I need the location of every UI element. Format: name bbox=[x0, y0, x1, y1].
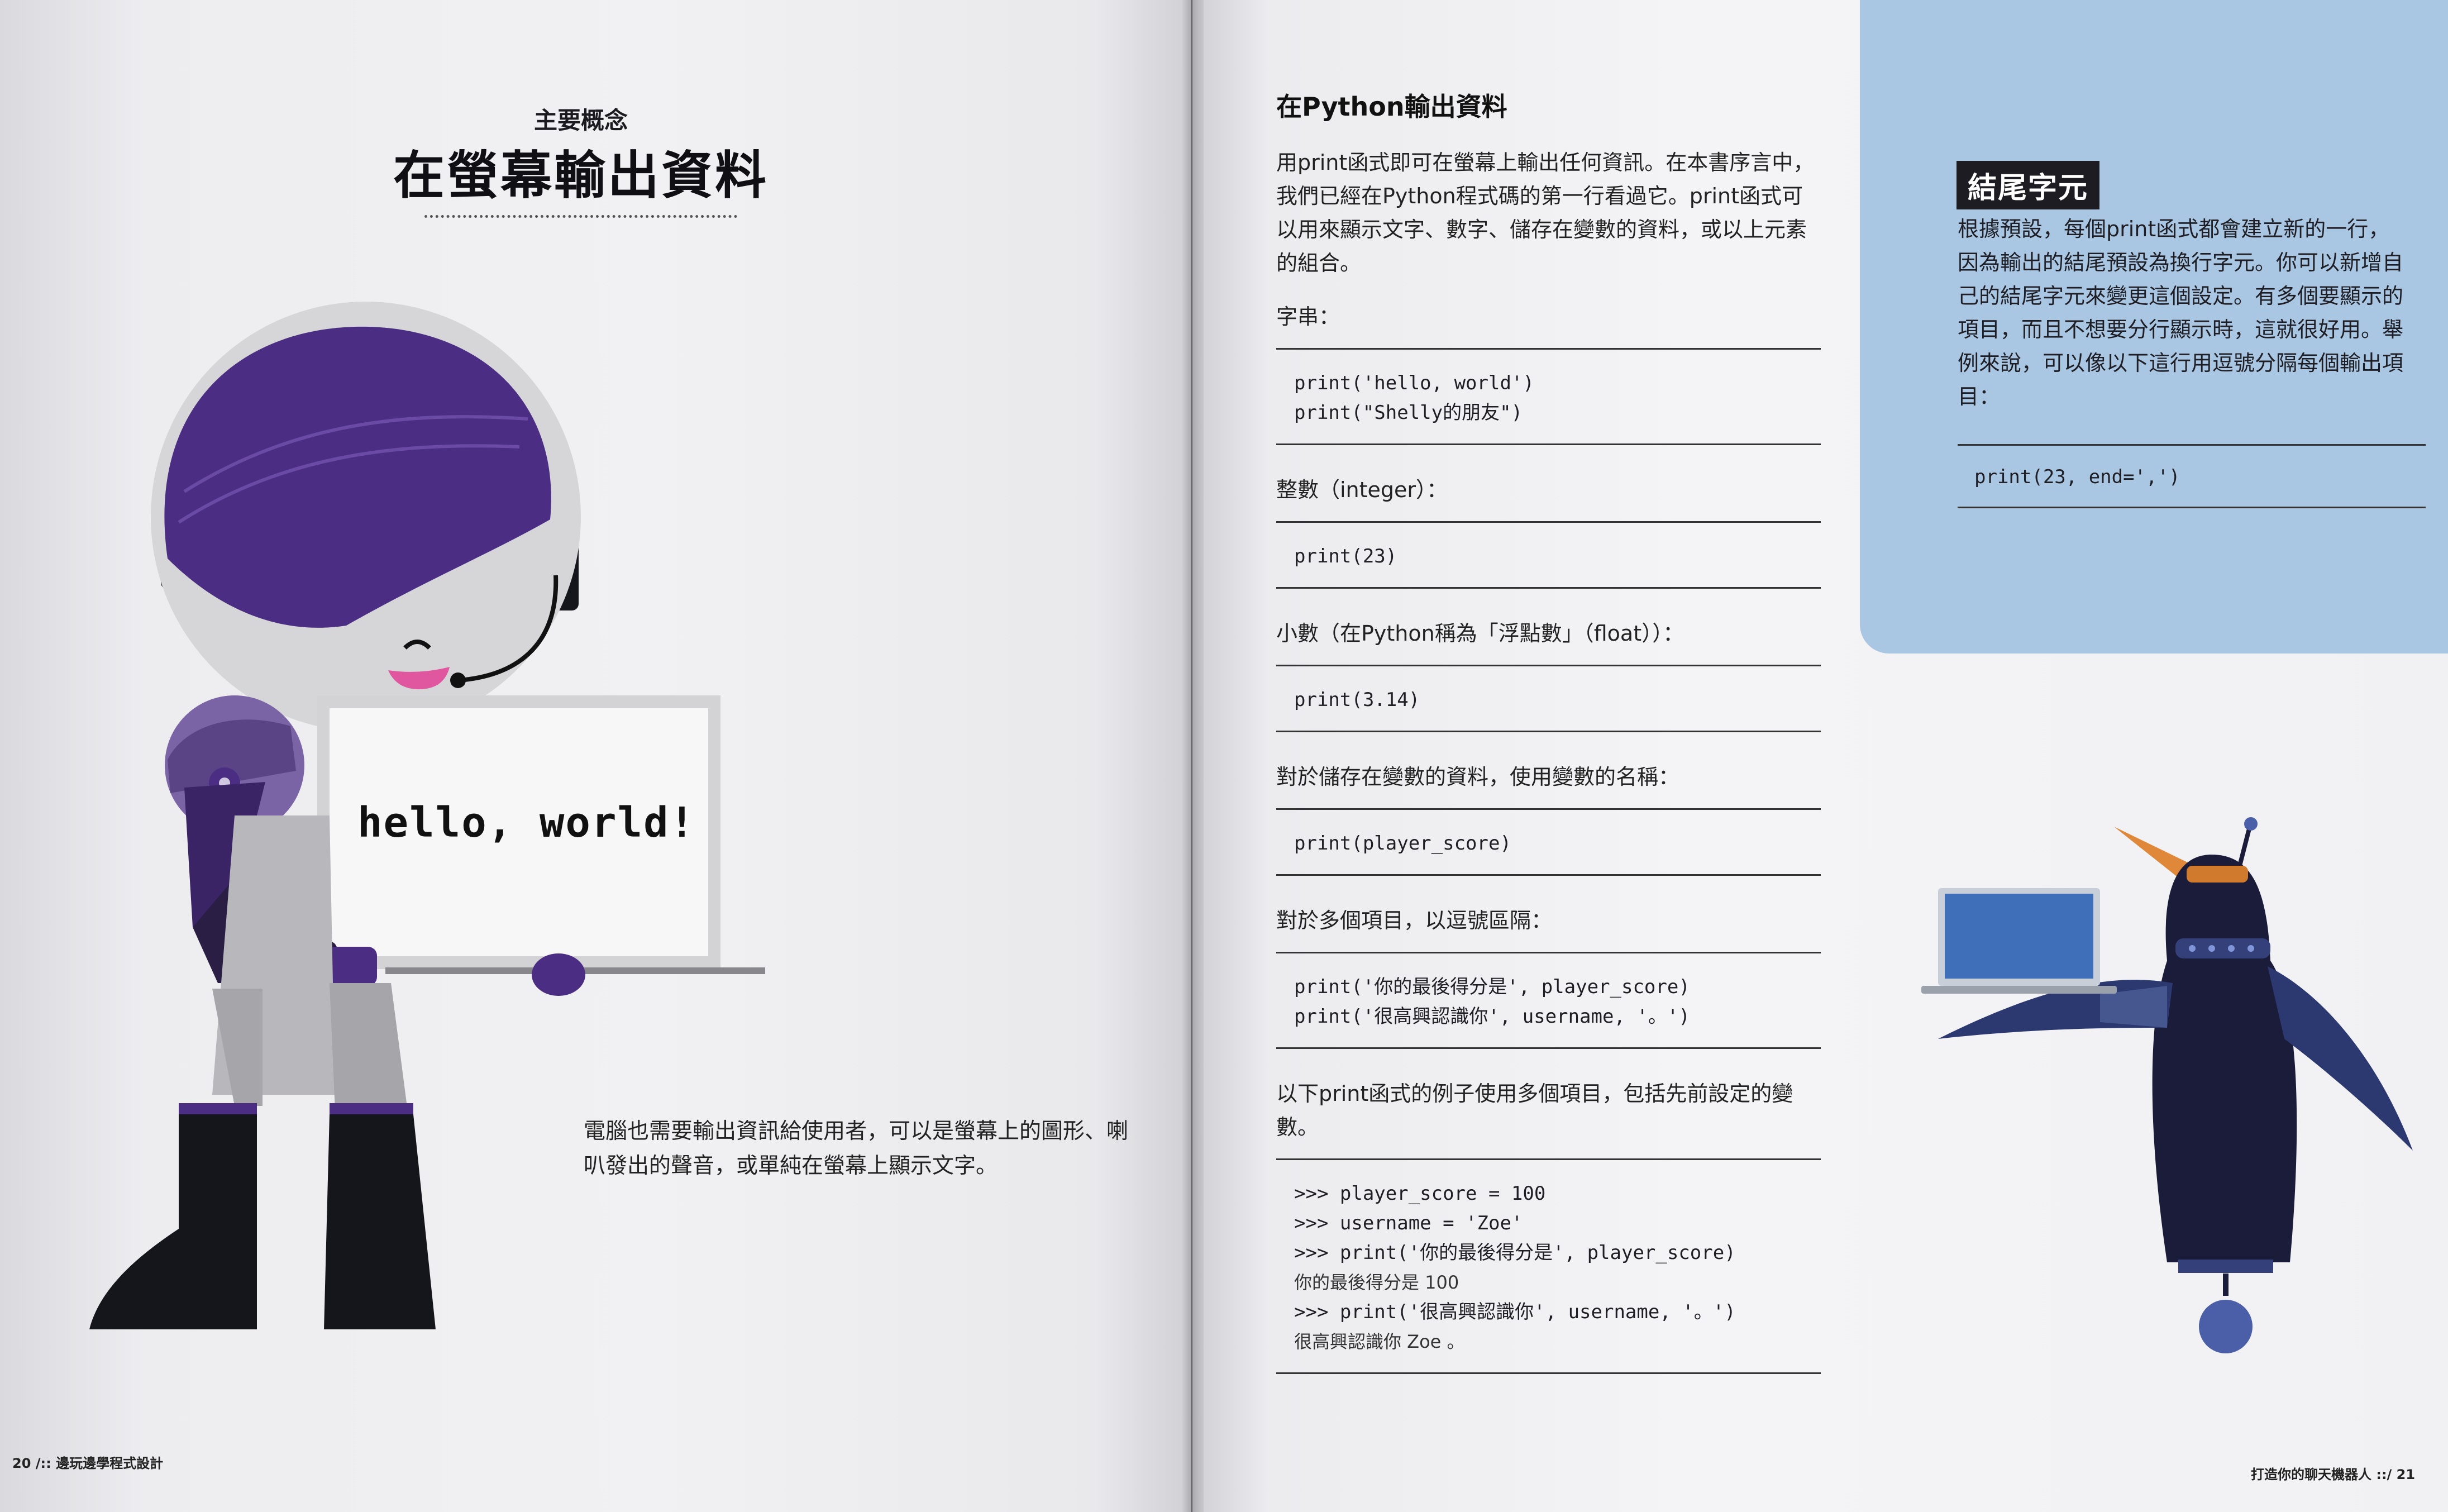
code-box-example: >>> player_score = 100 >>> username = 'Z… bbox=[1276, 1158, 1821, 1374]
robot-right-boot bbox=[324, 1114, 436, 1329]
sign-text: hello, world! bbox=[357, 799, 696, 847]
code-box-float: print(3.14) bbox=[1276, 665, 1821, 732]
code-box-variable: print(player_score) bbox=[1276, 808, 1821, 876]
robot-mouth bbox=[388, 667, 450, 689]
output-line: 很高興認識你 Zoe 。 bbox=[1294, 1331, 1465, 1352]
code-line: print('你的最後得分是', player_score) bbox=[1294, 976, 1690, 998]
output-line: 你的最後得分是 100 bbox=[1294, 1272, 1459, 1293]
code-line: >>> print('很高興認識你', username, '。') bbox=[1294, 1301, 1736, 1323]
string-label: 字串： bbox=[1276, 304, 1340, 329]
intro-paragraph: 用print函式即可在螢幕上輸出任何資訊。在本書序言中，我們已經在Python程… bbox=[1276, 150, 1815, 275]
sidebar-end-character: 結尾字元 根據預設，每個print函式都會建立新的一行，因為輸出的結尾預設為換行… bbox=[1860, 0, 2448, 654]
robot-eye bbox=[403, 640, 431, 650]
sidebar-body: 根據預設，每個print函式都會建立新的一行，因為輸出的結尾預設為換行字元。你可… bbox=[1958, 217, 2404, 409]
title-divider bbox=[424, 215, 737, 218]
penguin-wing-right bbox=[2268, 966, 2413, 1151]
right-footer: 打造你的聊天機器人 ::/ 21 bbox=[2251, 1467, 2416, 1482]
robot-hair bbox=[164, 326, 551, 628]
section-kicker: 主要概念 bbox=[533, 107, 628, 134]
book-spine bbox=[1181, 0, 1204, 1512]
laptop-screen bbox=[1945, 894, 2093, 979]
code-box-multi: print('你的最後得分是', player_score) print('很高… bbox=[1276, 952, 1821, 1049]
code-line: >>> username = 'Zoe' bbox=[1294, 1212, 1523, 1234]
main-column: 在Python輸出資料 用print函式即可在螢幕上輸出任何資訊。在本書序言中，… bbox=[1276, 87, 1821, 1374]
left-page: 主要概念 在螢幕輸出資料 bbox=[0, 0, 1191, 1512]
sidebar-title: 結尾字元 bbox=[1957, 161, 2100, 209]
example-label: 以下print函式的例子使用多個項目，包括先前設定的變數。 bbox=[1276, 1081, 1793, 1139]
code-line: print("Shelly的朋友") bbox=[1294, 402, 1523, 424]
robot-illustration bbox=[89, 302, 765, 1329]
penguin-robot-illustration bbox=[1921, 817, 2413, 1353]
penguin-body bbox=[2152, 855, 2297, 1262]
code-line: print(player_score) bbox=[1294, 832, 1511, 855]
code-line: print('很高興認識你', username, '。') bbox=[1294, 1005, 1690, 1028]
code-line: print('hello, world') bbox=[1294, 372, 1534, 394]
code-line: print(23, end=',') bbox=[1974, 466, 2180, 488]
sidebar-code-box: print(23, end=',') bbox=[1958, 444, 2426, 508]
code-line: print(3.14) bbox=[1294, 689, 1420, 711]
hello-sign bbox=[330, 708, 708, 956]
code-box-string: print('hello, world') print("Shelly的朋友") bbox=[1276, 348, 1821, 445]
penguin-ball bbox=[2199, 1300, 2253, 1353]
left-footer: 20 /:: 邊玩邊學程式設計 bbox=[12, 1456, 164, 1471]
robot-hand bbox=[532, 953, 585, 996]
integer-label: 整數（integer）： bbox=[1276, 478, 1448, 502]
variable-label: 對於儲存在變數的資料，使用變數的名稱： bbox=[1276, 765, 1680, 789]
code-line: print(23) bbox=[1294, 545, 1397, 567]
code-box-integer: print(23) bbox=[1276, 521, 1821, 589]
intro-paragraph: 電腦也需要輸出資訊給使用者，可以是螢幕上的圖形、喇叭發出的聲音，或單純在螢幕上顯… bbox=[584, 1119, 1129, 1179]
multi-item-label: 對於多個項目，以逗號區隔： bbox=[1276, 908, 1553, 933]
code-line: >>> print('你的最後得分是', player_score) bbox=[1294, 1242, 1736, 1264]
float-label: 小數（在Python稱為「浮點數」（float））： bbox=[1276, 621, 1685, 646]
microphone bbox=[450, 672, 466, 688]
code-line: >>> player_score = 100 bbox=[1294, 1182, 1546, 1205]
page-title: 在螢幕輸出資料 bbox=[393, 146, 769, 206]
section-heading: 在Python輸出資料 bbox=[1276, 92, 1507, 122]
robot-left-boot bbox=[89, 1114, 257, 1329]
